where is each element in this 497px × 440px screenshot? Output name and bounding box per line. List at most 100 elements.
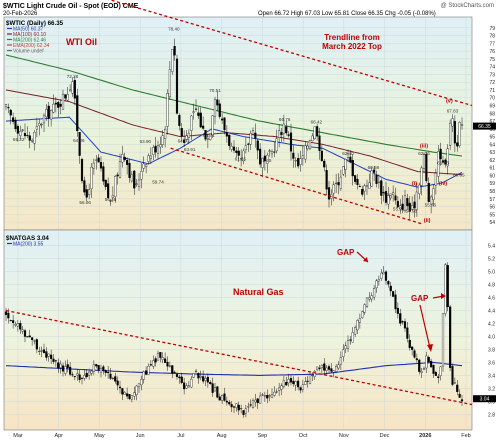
natgas-candle	[316, 366, 319, 370]
natgas-candle	[149, 364, 152, 366]
natgas-candle	[275, 391, 278, 393]
natgas-candle	[228, 402, 231, 405]
natgas-candle	[280, 385, 283, 390]
wti-candle	[339, 176, 342, 189]
legend-entry-3: MA(200) 62.46	[13, 38, 46, 44]
natgas-candle	[47, 353, 50, 357]
natgas-candle	[85, 372, 88, 378]
wti-candle	[356, 178, 359, 185]
wti-candle	[456, 142, 459, 147]
natgas-candle	[71, 374, 74, 376]
wti-candle	[99, 162, 103, 169]
wti-candle	[166, 93, 169, 127]
wti-candle	[54, 102, 57, 105]
wti-candle	[451, 118, 454, 127]
natgas-candle	[349, 339, 352, 341]
wti-candle	[102, 166, 105, 182]
x-tick-0: Mar	[13, 433, 23, 439]
y-tick-21: 75	[489, 57, 495, 63]
x-tick-2: May	[94, 433, 105, 439]
wti-candle	[254, 132, 257, 139]
wti-candle	[308, 140, 312, 150]
natgas-candle	[118, 386, 122, 389]
y-tick-2: 3.2	[488, 386, 495, 392]
price-label-24: 67.83	[447, 109, 459, 114]
natgas-candle	[266, 394, 269, 399]
wti-candle	[422, 153, 426, 169]
wti-candle	[197, 112, 200, 117]
natgas-candle	[209, 382, 212, 385]
gap-arrow-2b	[419, 304, 431, 349]
price-label-14: 66.76	[279, 117, 291, 122]
x-tick-7: Oct	[299, 433, 308, 439]
wti-candle	[278, 130, 281, 138]
natgas-candle	[425, 355, 428, 369]
natgas-candle	[116, 380, 119, 386]
y-tick-1: 55	[489, 212, 495, 218]
wti-candle	[9, 109, 12, 116]
wti-candle	[206, 138, 209, 140]
wti-candle	[325, 170, 328, 190]
wti-candle	[370, 170, 373, 187]
natgas-candle	[325, 367, 328, 371]
natgas-candle	[190, 378, 193, 388]
y-tick-4: 58	[489, 189, 495, 195]
lower-trendline	[5, 309, 473, 406]
wti-candle	[247, 143, 250, 145]
y-tick-12: 66	[489, 127, 495, 133]
natgas-candle	[413, 350, 416, 358]
wti-candle	[375, 175, 378, 184]
wti-candle	[230, 145, 233, 150]
natgas-candle	[50, 354, 53, 359]
natgas-candle	[54, 360, 57, 362]
natgas-candle	[377, 279, 380, 282]
natgas-candle	[130, 395, 133, 400]
lower-panel: 2.8 3.0 3.2 3.4 3.6 3.8 4.0 4.2 4.4 4.6 4.8 5.0 5.2 5…	[3, 229, 496, 431]
wave-label-3: (iv)	[439, 181, 447, 187]
y-tick-10: 64	[489, 142, 495, 148]
natgas-candle	[19, 323, 22, 330]
natgas-candle	[323, 363, 326, 371]
wti-candle	[137, 179, 141, 187]
wti-candle	[42, 115, 46, 124]
natgas-candle	[178, 376, 181, 379]
wave-labels: (i) (ii) (iii) (iv) (v)	[412, 98, 453, 224]
price-label-1: 65.22	[13, 137, 25, 142]
natgas-candle	[12, 320, 15, 323]
wti-candle	[373, 169, 376, 173]
wti-candle	[327, 187, 331, 200]
y-tick-8: 4.4	[488, 309, 495, 315]
natgas-legend-entry-0: $NATGAS 3.04	[6, 235, 49, 242]
natgas-candle	[251, 400, 255, 408]
natgas-candle	[183, 382, 186, 390]
wti-candle	[175, 58, 179, 114]
wti-candle	[432, 188, 435, 200]
ma100-line	[5, 89, 463, 176]
wti-candle	[242, 150, 245, 162]
y-tick-20: 74	[489, 65, 495, 71]
natgas-candle	[344, 345, 347, 349]
upper-price-labels: 72.26 65.22 64.06 63.90 56.06 56.46 59.74 78.40…	[13, 26, 465, 213]
natgas-candle	[327, 366, 331, 370]
natgas-candle	[373, 288, 376, 298]
gap-arrowhead-2b	[427, 344, 433, 352]
natgas-candle	[354, 327, 357, 335]
wti-candle	[35, 126, 38, 130]
wti-candle	[244, 145, 247, 151]
natgas-candle	[140, 379, 143, 386]
natgas-candle	[164, 358, 167, 363]
y-tick-2: 56	[489, 205, 495, 211]
natgas-candle	[33, 340, 36, 342]
natgas-candle	[45, 351, 48, 358]
wti-candle	[121, 154, 124, 163]
wti-candle	[415, 191, 418, 211]
wti-candle	[228, 134, 231, 146]
wti-candle	[425, 153, 428, 182]
wti-candle	[209, 133, 212, 140]
natgas-candle	[256, 398, 259, 404]
natgas-candle	[403, 321, 407, 329]
wti-candle	[275, 138, 278, 152]
wti-candle	[403, 195, 407, 211]
x-tick-10: 2026	[419, 433, 431, 439]
wti-candle	[73, 79, 76, 99]
